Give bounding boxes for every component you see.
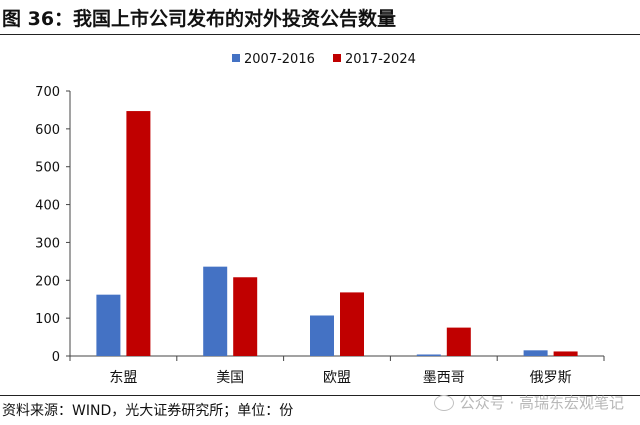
- x-category-label: 墨西哥: [423, 370, 465, 386]
- title-divider: [0, 34, 640, 35]
- y-tick-label: 300: [35, 236, 60, 251]
- bar-2007-2016: [310, 315, 334, 356]
- x-category-label: 东盟: [109, 370, 137, 386]
- legend-label-2: 2017-2024: [345, 52, 416, 67]
- bar-2007-2016: [203, 266, 228, 356]
- bar-2007-2016: [416, 354, 441, 356]
- y-tick-label: 0: [52, 350, 60, 365]
- footer-divider: [0, 395, 640, 396]
- y-tick-label: 600: [35, 123, 60, 138]
- legend-swatch-1: [232, 54, 240, 62]
- y-tick-label: 200: [35, 274, 60, 289]
- chart-title: 图 36：我国上市公司发布的对外投资公告数量: [2, 8, 397, 30]
- wechat-icon: [433, 394, 454, 411]
- y-axis: 0 100 200 300 400 500 600 700: [35, 85, 71, 365]
- legend-swatch-2: [333, 54, 341, 62]
- bar-2017-2024: [553, 351, 578, 356]
- x-axis: 东盟 美国 欧盟 墨西哥 俄罗斯: [69, 355, 605, 386]
- bar-2017-2024: [233, 277, 258, 356]
- legend-label-1: 2007-2016: [244, 52, 315, 67]
- bar-2007-2016: [523, 350, 548, 356]
- bar-2017-2024: [340, 292, 364, 356]
- watermark-text: 公众号 · 高瑞东宏观笔记: [459, 394, 624, 412]
- y-tick-label: 400: [35, 199, 60, 214]
- bar-2007-2016: [96, 294, 121, 356]
- bars: [96, 111, 578, 356]
- bar-2017-2024: [126, 111, 151, 356]
- watermark: 公众号 · 高瑞东宏观笔记: [433, 392, 624, 413]
- legend: 2007-2016 2017-2024: [232, 52, 416, 67]
- y-tick-label: 100: [35, 312, 60, 327]
- x-category-label: 美国: [216, 370, 244, 386]
- y-tick-label: 700: [35, 85, 60, 100]
- x-category-label: 欧盟: [323, 370, 351, 386]
- x-category-label: 俄罗斯: [530, 370, 572, 386]
- bar-2017-2024: [446, 327, 471, 356]
- y-tick-label: 500: [35, 161, 60, 176]
- bar-chart: 2007-2016 2017-2024 0 100 200 300 400 500 600 70…: [35, 52, 605, 386]
- source-note: 资料来源：WIND，光大证券研究所；单位：份: [2, 403, 294, 419]
